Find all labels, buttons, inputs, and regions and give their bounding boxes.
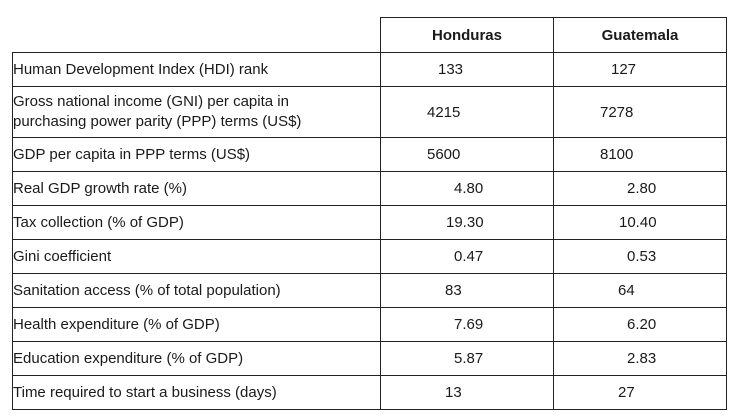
table-row: Gini coefficient 0.47 0.53 [12, 239, 727, 274]
table-row: Tax collection (% of GDP) 19.30 10.40 [12, 205, 727, 240]
row-label: Human Development Index (HDI) rank [12, 52, 381, 87]
honduras-value: 4.80 [380, 171, 554, 206]
header-row: Honduras Guatemala [12, 17, 727, 53]
table-row: Gross national income (GNI) per capita i… [12, 86, 727, 138]
header-blank-cell [12, 17, 381, 53]
guatemala-value: 2.80 [553, 171, 727, 206]
row-label: Sanitation access (% of total population… [12, 273, 381, 308]
guatemala-value: 10.40 [553, 205, 727, 240]
table-row: Human Development Index (HDI) rank 133 1… [12, 52, 727, 87]
table-row: GDP per capita in PPP terms (US$) 5600 8… [12, 137, 727, 172]
honduras-value: 133 [380, 52, 554, 87]
column-header-honduras: Honduras [380, 17, 554, 53]
guatemala-value: 127 [553, 52, 727, 87]
table-row: Education expenditure (% of GDP) 5.87 2.… [12, 341, 727, 376]
row-label-line: purchasing power parity (PPP) terms (US$… [13, 113, 302, 130]
honduras-value: 0.47 [380, 239, 554, 274]
honduras-value: 83 [380, 273, 554, 308]
guatemala-value: 0.53 [553, 239, 727, 274]
guatemala-value: 6.20 [553, 307, 727, 342]
guatemala-value: 27 [553, 375, 727, 410]
row-label: Education expenditure (% of GDP) [12, 341, 381, 376]
honduras-value: 13 [380, 375, 554, 410]
honduras-value: 5600 [380, 137, 554, 172]
table-row: Health expenditure (% of GDP) 7.69 6.20 [12, 307, 727, 342]
table-row: Time required to start a business (days)… [12, 375, 727, 410]
row-label: Real GDP growth rate (%) [12, 171, 381, 206]
honduras-value: 5.87 [380, 341, 554, 376]
row-label-line: Gross national income (GNI) per capita i… [13, 93, 289, 110]
comparison-table: Honduras Guatemala Human Development Ind… [12, 17, 727, 410]
guatemala-value: 8100 [553, 137, 727, 172]
column-header-guatemala: Guatemala [553, 17, 727, 53]
row-label: Time required to start a business (days) [12, 375, 381, 410]
row-label: Gross national income (GNI) per capita i… [12, 86, 381, 138]
guatemala-value: 64 [553, 273, 727, 308]
row-label: GDP per capita in PPP terms (US$) [12, 137, 381, 172]
table-row: Sanitation access (% of total population… [12, 273, 727, 308]
guatemala-value: 2.83 [553, 341, 727, 376]
honduras-value: 19.30 [380, 205, 554, 240]
guatemala-value: 7278 [553, 86, 727, 138]
row-label: Tax collection (% of GDP) [12, 205, 381, 240]
row-label: Gini coefficient [12, 239, 381, 274]
honduras-value: 4215 [380, 86, 554, 138]
row-label: Health expenditure (% of GDP) [12, 307, 381, 342]
honduras-value: 7.69 [380, 307, 554, 342]
table-row: Real GDP growth rate (%) 4.80 2.80 [12, 171, 727, 206]
